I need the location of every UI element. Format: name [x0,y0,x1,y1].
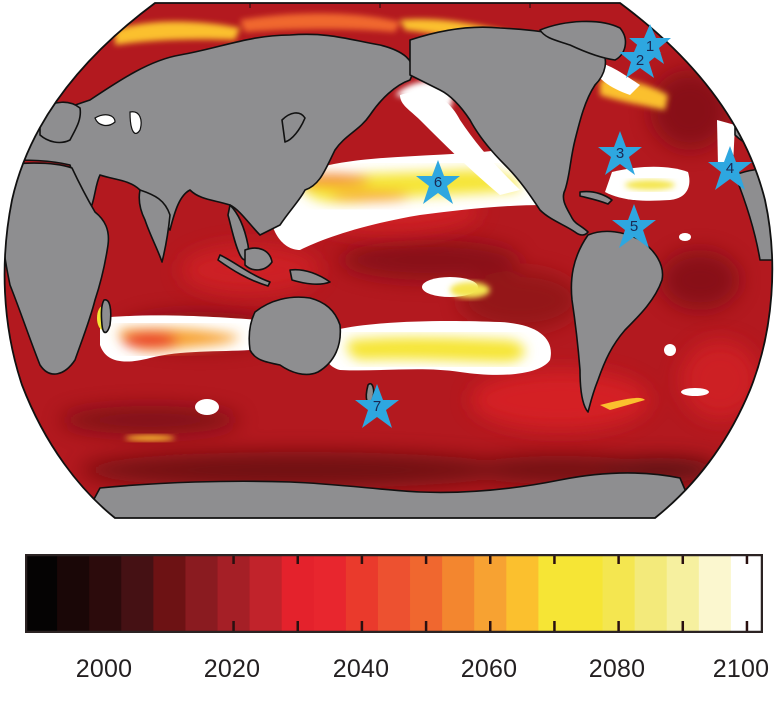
south-pacific-band [324,277,551,375]
colorbar-band [474,554,507,633]
world-map: 1 2 3 4 5 6 7 [3,2,774,519]
colorbar-band [442,554,475,633]
colorbar-band [281,554,315,633]
globe-outline [3,2,774,519]
colorbar-band [25,554,58,633]
colorbar-band [506,554,539,633]
marker-label-4: 4 [726,160,734,177]
south-america [570,230,664,413]
africa [4,162,110,375]
north-atlantic-band [590,61,735,201]
ocean-field [4,3,773,518]
eurasia [4,33,414,236]
marker-star-5: 5 [612,204,656,248]
colorbar-band [345,554,379,633]
colorbar-band [634,554,668,633]
marker-label-2: 2 [636,52,644,69]
colorbar-tick-label-2000: 2000 [75,655,133,683]
colorbar-band [313,554,347,633]
marker-star-6: 6 [416,160,460,204]
colorbar-band [153,554,186,633]
colorbar-band [730,554,763,633]
madagascar [100,299,112,334]
borneo [244,247,273,271]
colorbar-band [410,554,443,633]
markers: 1 2 3 4 5 6 7 [355,24,752,428]
colorbar-band [185,554,219,633]
colorbar-svg [25,554,763,633]
colorbar-band [602,554,636,633]
marker-star-3: 3 [598,131,642,175]
marker-star-2: 2 [619,38,661,78]
greenland [539,20,627,61]
japan [281,112,306,143]
marker-label-7: 7 [373,398,381,415]
colorbar-band [89,554,122,633]
marker-label-3: 3 [616,145,624,162]
sumatra-java [217,254,271,287]
colorbar-tick-label-2060: 2060 [460,655,518,683]
colorbar-tick-label-2020: 2020 [203,655,261,683]
map-svg: 1 2 3 4 5 6 7 [3,2,774,519]
colorbar-band [538,554,604,633]
marker-label-6: 6 [434,174,442,191]
colorbar-border [25,554,763,633]
australia [248,296,342,376]
marker-label-1: 1 [646,38,654,55]
new-guinea [289,268,331,285]
colorbar-tick-label-2040: 2040 [332,655,390,683]
colorbar-band [698,554,732,633]
colorbar-tick-label-2080: 2080 [588,655,646,683]
colorbar-band [121,554,154,633]
colorbar-tick-label-2100: 2100 [712,655,770,683]
colorbar-band [249,554,283,633]
marker-star-7: 7 [355,384,399,428]
marker-label-5: 5 [630,218,638,235]
land [4,20,773,518]
marker-star-4: 4 [708,146,752,190]
caribbean [579,190,613,205]
antarctica [79,472,701,518]
south-indian-band [100,315,263,362]
colorbar [25,554,763,633]
colorbar-band [217,554,251,633]
india [138,189,171,263]
colorbar-band [666,554,700,633]
colorbar-band [57,554,90,633]
colorbar-band [377,554,411,633]
